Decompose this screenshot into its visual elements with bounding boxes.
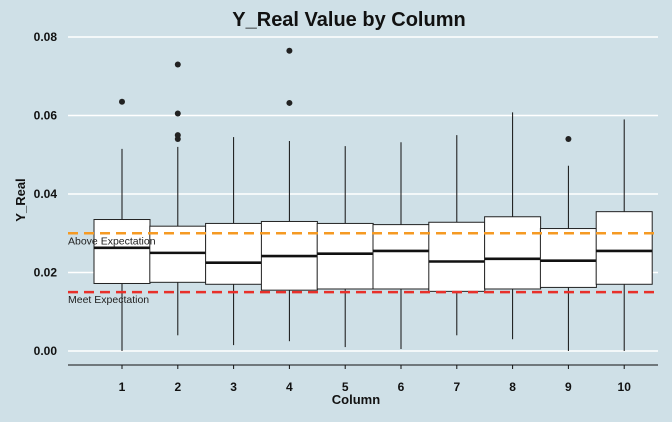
box-10 [595,119,653,351]
outlier-point [119,98,125,105]
x-tick-label: 5 [342,380,349,394]
x-tick-label: 2 [174,380,181,394]
x-tick-label: 9 [565,380,572,394]
box-6 [372,142,430,350]
y-tick-label: 0.06 [34,109,58,123]
x-tick-label: 1 [119,380,126,394]
box-1 [93,98,151,351]
x-tick-label: 7 [453,380,460,394]
box-9 [539,136,597,351]
outlier-point [565,136,572,143]
reference-line-label: Above Expectation [68,235,156,247]
y-tick-label: 0.08 [34,30,58,44]
reference-lines: Above Expectation Meet Expectation [68,231,658,306]
outlier-point [286,99,293,106]
x-axis-label: Column [332,392,380,407]
y-tick-label: 0.02 [34,266,58,280]
outlier-point [286,47,293,54]
x-tick-label: 8 [509,380,516,394]
box-iqr [372,224,430,290]
box-iqr [93,219,151,284]
y-tick-label: 0.00 [34,344,58,358]
box-7 [428,135,486,336]
outlier-point [174,110,181,117]
box-iqr [595,211,653,285]
box-iqr [149,225,207,283]
outlier-point [174,61,181,68]
outlier-point [174,136,181,143]
box-iqr [539,228,597,288]
box-iqr [484,216,542,290]
x-tick-label: 10 [618,380,632,394]
x-tick-labels: 1 2 3 4 5 6 7 8 9 10 [119,365,632,394]
box-2 [149,61,207,336]
y-gridlines [68,36,658,352]
chart-title: Y_Real Value by Column [232,9,465,31]
box-5 [316,146,374,348]
reference-line-label: Meet Expectation [68,294,149,306]
x-tick-label: 6 [398,380,405,394]
x-tick-label: 3 [230,380,237,394]
y-tick-label: 0.04 [34,187,58,201]
box-8 [484,112,542,340]
box-3 [205,137,263,346]
y-tick-labels: 0.00 0.02 0.04 0.06 0.08 [34,30,58,358]
x-tick-label: 4 [286,380,293,394]
box-series [93,47,653,351]
y-axis-label: Y_Real [13,178,28,221]
